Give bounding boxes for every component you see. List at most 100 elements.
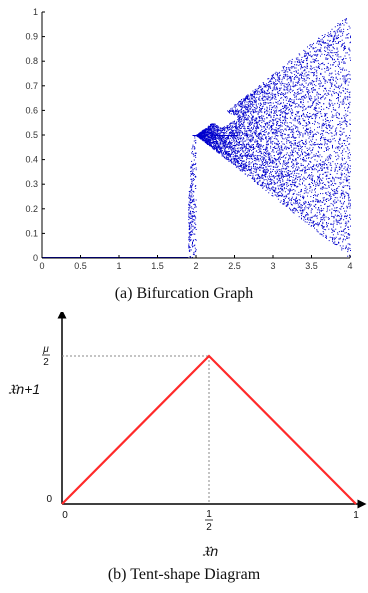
- bifurcation-point: [308, 121, 310, 123]
- bifurcation-point: [235, 138, 237, 139]
- bifurcation-point: [248, 106, 250, 108]
- bifurcation-point: [216, 149, 218, 151]
- bifurcation-point: [267, 99, 269, 101]
- bifurcation-point: [258, 143, 260, 145]
- bifurcation-point: [279, 180, 281, 182]
- bifurcation-point: [270, 178, 272, 180]
- bifurcation-point: [233, 112, 235, 114]
- bifurcation-point: [227, 159, 229, 161]
- bifurcation-point: [190, 166, 192, 168]
- bifurcation-point: [272, 96, 274, 98]
- bifurcation-point: [275, 132, 277, 134]
- bifurcation-point: [254, 101, 256, 103]
- bifurcation-point: [284, 175, 286, 177]
- bifurcation-point: [277, 141, 279, 143]
- bifurcation-point: [312, 220, 314, 222]
- bifurcation-point: [235, 141, 237, 143]
- bifurcation-point: [254, 134, 256, 136]
- bifurcation-point: [307, 213, 309, 215]
- bifurcation-point: [191, 180, 193, 182]
- bifurcation-point: [244, 154, 246, 156]
- bifurcation-point: [313, 155, 315, 157]
- bifurcation-point: [260, 103, 262, 105]
- bifurcation-point: [242, 167, 244, 169]
- bifurcation-point: [291, 210, 293, 212]
- bifurcation-point: [255, 119, 257, 121]
- bifurcation-point: [281, 157, 283, 158]
- bifurcation-point: [288, 184, 290, 186]
- bifurcation-point: [236, 134, 238, 136]
- bifurcation-point: [237, 113, 239, 115]
- bifurcation-point: [266, 102, 268, 104]
- bifurcation-point: [288, 82, 290, 84]
- bifurcation-point: [302, 66, 304, 68]
- bifurcation-point: [233, 121, 235, 123]
- bifurcation-point: [209, 128, 211, 130]
- bifurcation-point: [301, 56, 303, 58]
- bifurcation-point: [261, 145, 263, 147]
- bifurcation-point: [259, 109, 260, 111]
- bifurcation-point: [220, 128, 222, 130]
- bifurcation-point: [301, 190, 302, 192]
- bifurcation-point: [272, 149, 274, 150]
- bifurcation-point: [228, 148, 229, 150]
- bifurcation-point: [271, 187, 273, 189]
- bifurcation-point: [192, 212, 194, 214]
- bifurcation-point: [238, 134, 240, 135]
- bifurcation-point: [255, 105, 257, 107]
- bifurcation-point: [223, 145, 225, 147]
- bifurcation-point: [293, 199, 295, 200]
- bifurcation-point: [204, 134, 205, 136]
- bifurcation-point: [233, 162, 235, 164]
- bifurcation-point: [313, 135, 314, 137]
- bifurcation-point: [250, 175, 252, 176]
- bifurcation-point: [244, 126, 246, 128]
- bifurcation-point: [268, 138, 270, 140]
- bifurcation-point: [304, 159, 306, 161]
- bifurcation-point: [302, 205, 303, 207]
- bifurcation-point: [191, 183, 193, 185]
- bifurcation-point: [229, 137, 231, 139]
- bifurcation-point: [287, 147, 289, 149]
- bifurcation-point: [293, 189, 295, 190]
- bifurcation-point: [241, 116, 243, 118]
- bifurcation-point: [288, 166, 290, 168]
- bifurcation-point: [249, 163, 251, 165]
- bifurcation-point: [195, 229, 197, 230]
- bifurcation-point: [292, 160, 294, 161]
- bifurcation-point: [241, 135, 242, 137]
- bifurcation-point: [281, 189, 283, 191]
- bifurcation-point: [240, 130, 242, 132]
- bifurcation-point: [281, 195, 283, 197]
- bifurcation-point: [223, 141, 225, 143]
- bifurcation-point: [299, 155, 301, 157]
- bifurcation-point: [305, 214, 307, 216]
- bifurcation-point: [300, 178, 302, 180]
- bifurcation-point: [263, 154, 265, 156]
- bifurcation-point: [286, 142, 288, 144]
- bifurcation-point: [273, 116, 275, 118]
- bifurcation-point: [308, 90, 310, 92]
- bifurcation-point: [312, 123, 314, 124]
- bifurcation-point: [283, 201, 285, 202]
- bifurcation-chart: 0 0.5 1 1.5 2 2.5 3 3.5 400.10.20.30.40.50.60.70…: [25, 7, 352, 271]
- bifurcation-point: [240, 159, 242, 161]
- bifurcation-point: [244, 144, 246, 146]
- bifurcation-point: [308, 94, 309, 96]
- bifurcation-point: [262, 146, 264, 148]
- bifurcation-point: [310, 100, 312, 102]
- bifurcation-point: [269, 181, 271, 182]
- bifurcation-point: [283, 89, 285, 91]
- bifurcation-point: [306, 88, 308, 90]
- bifurcation-point: [307, 134, 309, 136]
- bifurcation-point: [246, 106, 247, 108]
- bifurcation-point: [306, 212, 308, 213]
- bifurcation-point: [307, 56, 308, 58]
- bifurcation-point: [277, 181, 278, 183]
- bifurcation-point: [293, 100, 295, 102]
- bifurcation-point: [246, 137, 248, 139]
- bifurcation-point: [275, 147, 277, 149]
- bifurcation-point: [276, 129, 278, 131]
- bifurcation-point: [189, 223, 191, 225]
- bifurcation-point: [308, 96, 310, 98]
